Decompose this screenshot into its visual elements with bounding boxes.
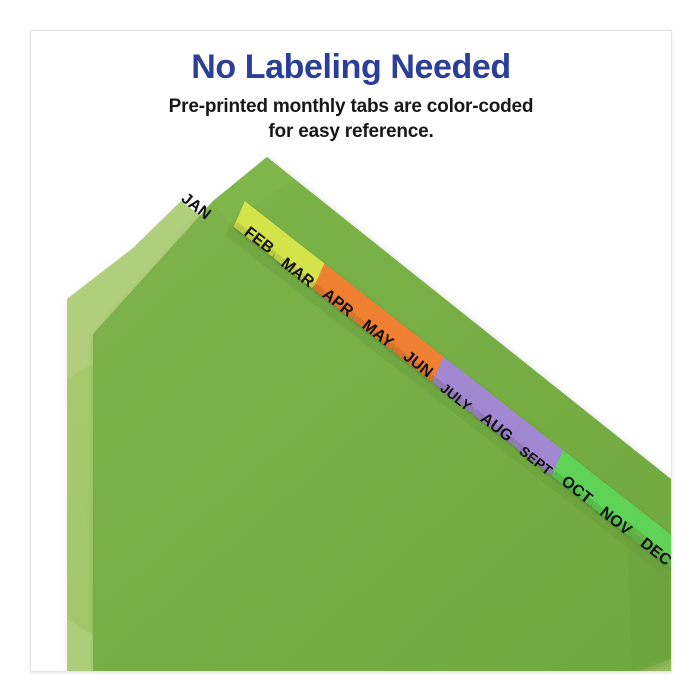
month-tab-shade [432, 377, 475, 413]
month-tab-mar[interactable] [273, 232, 327, 288]
product-photo: FEB MAR APR MAY JUN JULY AUG SEPT OCT NOV DEC JAN [31, 149, 671, 671]
page-title: No Labeling Needed [191, 48, 511, 86]
month-tab-jan[interactable] [171, 173, 233, 219]
body-sheet-corner-shade [627, 521, 671, 670]
month-tab-shade [591, 502, 634, 537]
month-tab-shade [392, 346, 435, 382]
month-tab-may[interactable] [353, 294, 406, 351]
body-sheet-edge-shade [227, 223, 671, 581]
month-tab-oct[interactable] [551, 450, 605, 506]
month-tab-july[interactable] [432, 356, 486, 413]
month-tab-shade [512, 439, 555, 475]
month-tab-aug[interactable] [472, 387, 526, 444]
page-subtitle-line-1: Pre-printed monthly tabs are color-coded [168, 96, 534, 118]
headline-block: No Labeling Needed Pre-printed monthly t… [31, 49, 671, 144]
month-tab-jun[interactable] [392, 325, 446, 382]
month-tab-feb[interactable] [233, 201, 287, 257]
month-tab-shade [472, 408, 515, 444]
page-subtitle-line-2: for easy reference. [268, 120, 434, 142]
month-tab-sept[interactable] [512, 419, 565, 475]
body-sheet [93, 157, 671, 671]
product-image-frame: No Labeling Needed Pre-printed monthly t… [30, 30, 672, 672]
month-tab-shade [551, 470, 594, 506]
month-tab-shade [233, 222, 276, 257]
page-subtitle: Pre-printed monthly tabs are color-coded… [116, 95, 586, 144]
month-tab-nov[interactable] [591, 481, 645, 537]
month-tab-apr[interactable] [313, 263, 366, 320]
month-tab-shade [273, 253, 316, 288]
month-tab-shade [353, 315, 396, 351]
divider-stack-illustration [67, 157, 671, 671]
month-tab-shade [313, 284, 356, 320]
